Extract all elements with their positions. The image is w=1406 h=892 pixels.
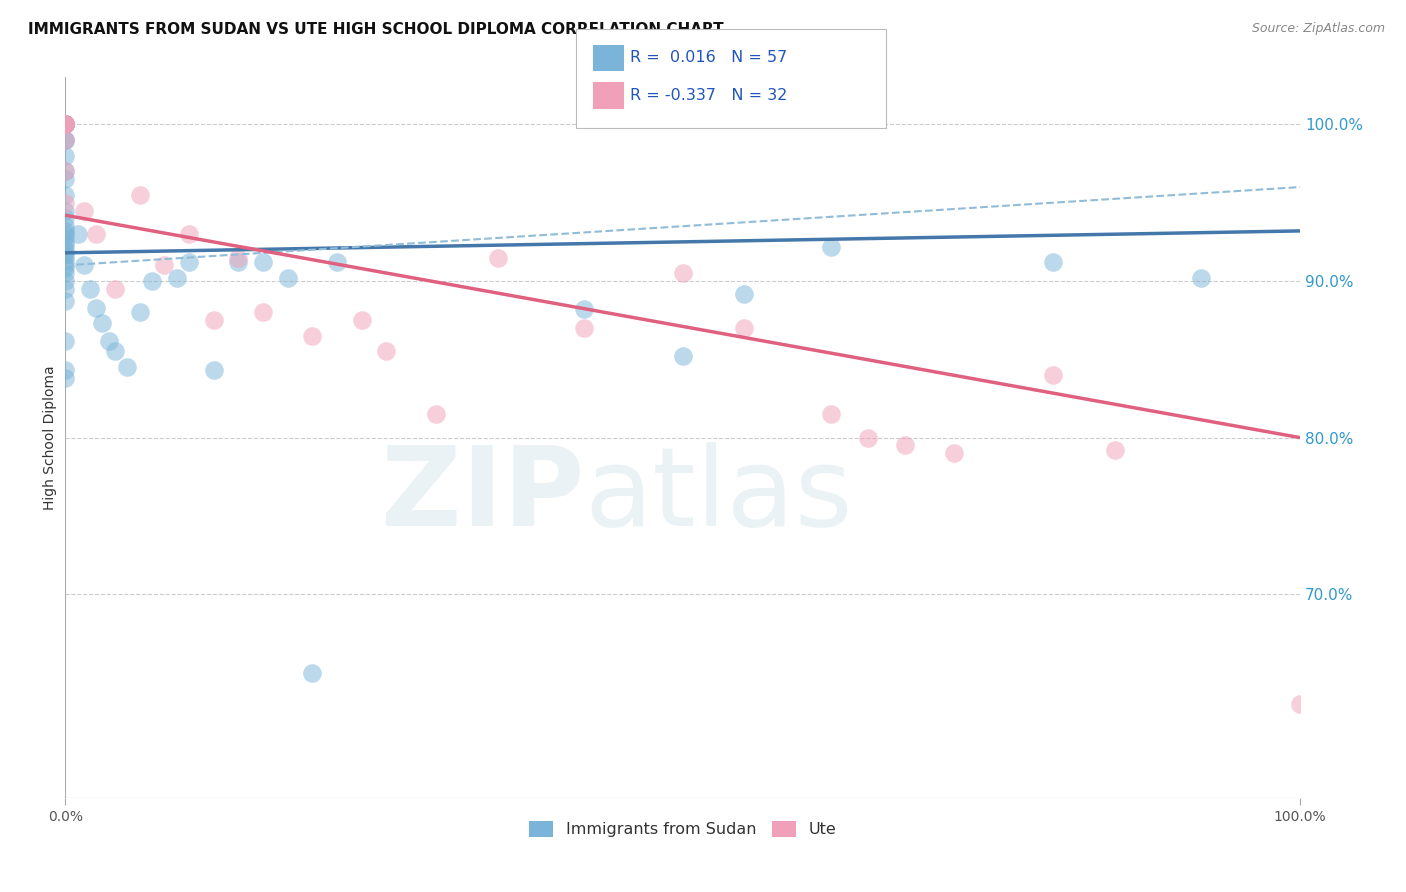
Point bbox=[97, 334, 120, 348]
Point bbox=[55, 117, 77, 131]
Point bbox=[55, 266, 77, 280]
Point bbox=[55, 133, 77, 147]
Point bbox=[66, 227, 89, 241]
Point bbox=[733, 321, 755, 335]
Point bbox=[55, 363, 77, 377]
Point bbox=[55, 117, 77, 131]
Point bbox=[55, 249, 77, 263]
Point bbox=[326, 255, 349, 269]
Point bbox=[55, 261, 77, 276]
Point bbox=[894, 438, 917, 452]
Point bbox=[1289, 697, 1312, 711]
Point bbox=[55, 253, 77, 268]
Point bbox=[943, 446, 966, 460]
Point bbox=[55, 117, 77, 131]
Point bbox=[55, 227, 77, 241]
Point bbox=[226, 251, 249, 265]
Point bbox=[301, 665, 323, 680]
Point bbox=[104, 344, 127, 359]
Text: ZIP: ZIP bbox=[381, 442, 583, 549]
Point bbox=[79, 282, 101, 296]
Point bbox=[55, 117, 77, 131]
Point bbox=[177, 227, 200, 241]
Point bbox=[55, 224, 77, 238]
Point bbox=[572, 302, 595, 317]
Point bbox=[55, 258, 77, 272]
Point bbox=[55, 274, 77, 288]
Point bbox=[55, 230, 77, 244]
Point bbox=[277, 271, 299, 285]
Point bbox=[55, 133, 77, 147]
Point bbox=[350, 313, 373, 327]
Point bbox=[55, 117, 77, 131]
Point bbox=[86, 301, 108, 315]
Point bbox=[820, 239, 842, 253]
Text: R = -0.337   N = 32: R = -0.337 N = 32 bbox=[630, 88, 787, 103]
Point bbox=[486, 251, 509, 265]
Point bbox=[572, 321, 595, 335]
Point bbox=[128, 305, 150, 319]
Text: Source: ZipAtlas.com: Source: ZipAtlas.com bbox=[1251, 22, 1385, 36]
Point bbox=[55, 195, 77, 210]
Point bbox=[115, 360, 138, 375]
Point bbox=[55, 203, 77, 218]
Point bbox=[301, 328, 323, 343]
Point bbox=[55, 243, 77, 257]
Point bbox=[55, 117, 77, 131]
Y-axis label: High School Diploma: High School Diploma bbox=[44, 366, 58, 510]
Point bbox=[55, 211, 77, 226]
Point bbox=[1042, 255, 1064, 269]
Point bbox=[55, 238, 77, 252]
Point bbox=[820, 407, 842, 421]
Point bbox=[672, 349, 695, 363]
Point bbox=[55, 172, 77, 186]
Point bbox=[202, 313, 225, 327]
Point bbox=[375, 344, 398, 359]
Point bbox=[252, 305, 274, 319]
Point bbox=[166, 271, 188, 285]
Point bbox=[55, 334, 77, 348]
Point bbox=[55, 282, 77, 296]
Point bbox=[55, 149, 77, 163]
Point bbox=[1042, 368, 1064, 382]
Point bbox=[55, 245, 77, 260]
Point bbox=[73, 203, 96, 218]
Legend: Immigrants from Sudan, Ute: Immigrants from Sudan, Ute bbox=[523, 814, 844, 844]
Text: IMMIGRANTS FROM SUDAN VS UTE HIGH SCHOOL DIPLOMA CORRELATION CHART: IMMIGRANTS FROM SUDAN VS UTE HIGH SCHOOL… bbox=[28, 22, 724, 37]
Point bbox=[177, 255, 200, 269]
Point bbox=[202, 363, 225, 377]
Point bbox=[856, 431, 879, 445]
Point bbox=[55, 117, 77, 131]
Point bbox=[104, 282, 127, 296]
Point bbox=[128, 187, 150, 202]
Point bbox=[672, 266, 695, 280]
Point bbox=[91, 316, 114, 330]
Point bbox=[55, 164, 77, 178]
Point bbox=[1104, 443, 1126, 458]
Point bbox=[252, 255, 274, 269]
Point bbox=[55, 187, 77, 202]
Point bbox=[55, 117, 77, 131]
Point bbox=[55, 117, 77, 131]
Point bbox=[55, 164, 77, 178]
Point bbox=[86, 227, 108, 241]
Text: atlas: atlas bbox=[583, 442, 852, 549]
Point bbox=[425, 407, 447, 421]
Point bbox=[226, 255, 249, 269]
Point bbox=[733, 286, 755, 301]
Point bbox=[73, 258, 96, 272]
Point bbox=[55, 219, 77, 234]
Point bbox=[55, 371, 77, 385]
Point bbox=[55, 117, 77, 131]
Point bbox=[55, 133, 77, 147]
Point bbox=[55, 235, 77, 249]
Point bbox=[55, 117, 77, 131]
Point bbox=[1189, 271, 1212, 285]
Point bbox=[153, 258, 176, 272]
Text: R =  0.016   N = 57: R = 0.016 N = 57 bbox=[630, 51, 787, 65]
Point bbox=[141, 274, 163, 288]
Point bbox=[55, 294, 77, 309]
